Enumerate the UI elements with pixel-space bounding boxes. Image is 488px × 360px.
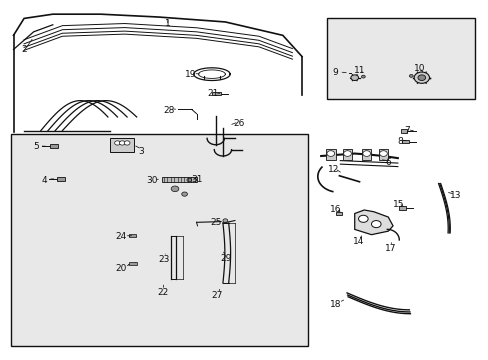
Text: 10: 10 bbox=[413, 64, 424, 73]
Bar bbox=[400, 129, 407, 133]
Circle shape bbox=[182, 192, 187, 196]
Text: 19: 19 bbox=[184, 70, 196, 79]
Text: 28: 28 bbox=[163, 105, 174, 114]
Bar bbox=[342, 149, 351, 159]
Bar bbox=[128, 234, 136, 237]
Text: 27: 27 bbox=[211, 291, 223, 300]
Text: 12: 12 bbox=[327, 165, 338, 174]
Bar bbox=[129, 262, 137, 265]
Bar bbox=[50, 144, 58, 148]
Text: 24: 24 bbox=[115, 232, 126, 241]
Bar bbox=[162, 177, 196, 182]
Text: 31: 31 bbox=[190, 175, 202, 184]
Circle shape bbox=[119, 141, 125, 145]
Circle shape bbox=[362, 151, 370, 156]
Text: 21: 21 bbox=[207, 89, 219, 98]
Polygon shape bbox=[354, 210, 392, 235]
Text: 30: 30 bbox=[146, 176, 158, 185]
Text: 7: 7 bbox=[404, 126, 409, 135]
Circle shape bbox=[326, 151, 334, 156]
Circle shape bbox=[379, 151, 386, 156]
Text: 1: 1 bbox=[164, 18, 170, 27]
Bar bbox=[211, 92, 220, 95]
Bar bbox=[378, 149, 387, 159]
Bar bbox=[335, 212, 342, 215]
Text: 15: 15 bbox=[392, 200, 404, 209]
Text: 8: 8 bbox=[397, 137, 402, 146]
Text: 5: 5 bbox=[33, 142, 39, 151]
Circle shape bbox=[358, 215, 367, 222]
Bar bbox=[361, 149, 371, 159]
Text: 16: 16 bbox=[329, 206, 341, 215]
Bar bbox=[57, 177, 65, 181]
Text: 20: 20 bbox=[115, 264, 126, 273]
Circle shape bbox=[371, 221, 380, 228]
Text: 6: 6 bbox=[385, 158, 390, 167]
Text: 4: 4 bbox=[41, 176, 47, 185]
Circle shape bbox=[124, 141, 130, 145]
Text: 3: 3 bbox=[138, 147, 144, 156]
Bar bbox=[398, 206, 405, 210]
Circle shape bbox=[417, 75, 425, 81]
Circle shape bbox=[361, 75, 365, 78]
Circle shape bbox=[408, 75, 412, 77]
Circle shape bbox=[413, 72, 428, 83]
Bar bbox=[11, 134, 307, 346]
Text: 23: 23 bbox=[158, 255, 169, 264]
Bar bbox=[110, 138, 134, 152]
Circle shape bbox=[350, 75, 358, 81]
Text: 9: 9 bbox=[332, 68, 338, 77]
Bar bbox=[401, 140, 408, 143]
Text: 14: 14 bbox=[352, 237, 364, 246]
Circle shape bbox=[223, 219, 227, 222]
Circle shape bbox=[186, 178, 191, 182]
Bar bbox=[325, 149, 335, 159]
Circle shape bbox=[171, 186, 179, 192]
Text: 25: 25 bbox=[210, 218, 221, 227]
Text: 17: 17 bbox=[384, 244, 396, 253]
Text: 13: 13 bbox=[448, 192, 460, 201]
Circle shape bbox=[114, 141, 120, 145]
Text: 29: 29 bbox=[220, 254, 231, 263]
Text: 18: 18 bbox=[329, 300, 341, 309]
Text: 11: 11 bbox=[353, 66, 365, 75]
Circle shape bbox=[343, 151, 351, 156]
Text: 26: 26 bbox=[233, 119, 244, 128]
Text: 22: 22 bbox=[157, 288, 168, 297]
Bar bbox=[326, 18, 473, 99]
Text: 2: 2 bbox=[21, 45, 27, 54]
